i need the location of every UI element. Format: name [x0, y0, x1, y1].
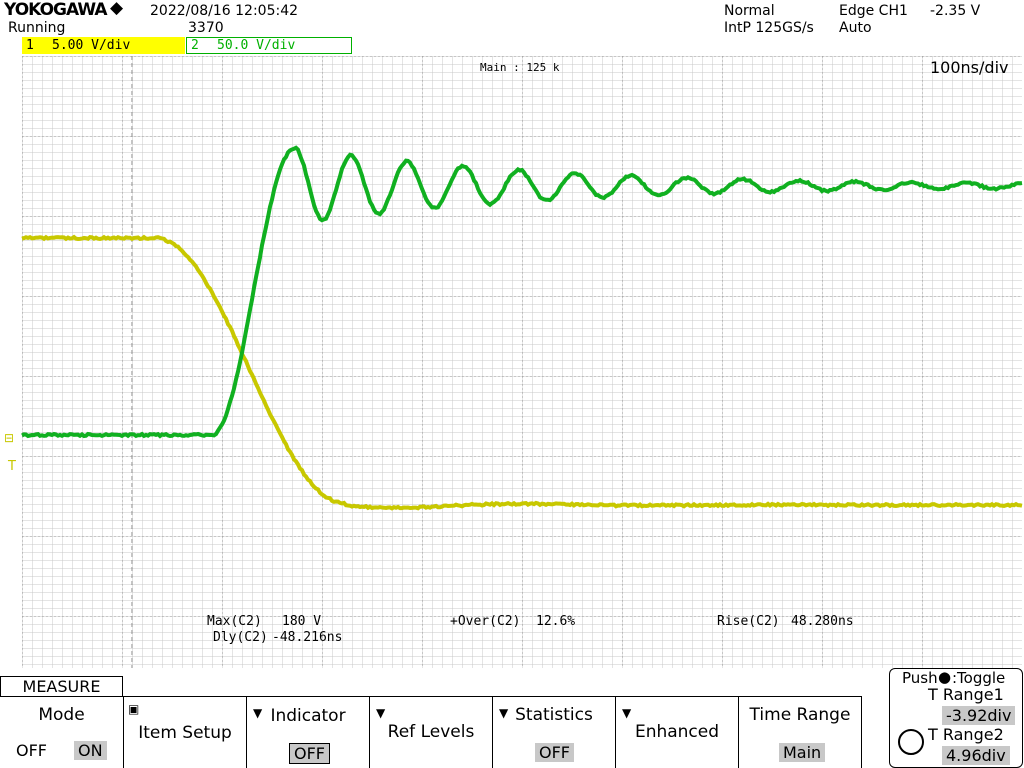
- button-label: Enhanced: [616, 722, 738, 742]
- statistics-button[interactable]: ▼ Statistics OFF: [492, 697, 615, 768]
- knob-icon: ●: [938, 669, 951, 685]
- ch-marker: ⊟: [4, 431, 14, 445]
- meas-value: 12.6%: [536, 614, 575, 630]
- menu-tab[interactable]: MEASURE: [0, 676, 123, 696]
- meas-value: 180 V: [282, 614, 321, 630]
- button-value: Main: [779, 743, 825, 762]
- meas-label: Dly(C2): [213, 630, 268, 646]
- icon: ▼: [622, 705, 631, 721]
- range1-value: -3.92div: [942, 706, 1015, 725]
- grid-major: [22, 56, 1022, 668]
- range-panel[interactable]: Push ● :Toggle T Range1 -3.92div T Range…: [889, 668, 1023, 768]
- panel-title: Push: [902, 670, 938, 686]
- meas-label: Max(C2): [207, 614, 262, 630]
- item-setup-button[interactable]: ▣ Item Setup: [123, 697, 246, 768]
- button-label: Statistics: [493, 705, 615, 725]
- button-value: OFF: [289, 743, 330, 764]
- time-range-button[interactable]: Time Range Main: [738, 697, 862, 768]
- icon: ▣: [128, 701, 139, 717]
- ref-levels-button[interactable]: ▼ Ref Levels: [369, 697, 492, 768]
- button-label: Indicator: [247, 706, 369, 726]
- button-value: OFF: [535, 743, 574, 762]
- button-label: Time Range: [739, 705, 861, 725]
- range2-label: T Range2: [928, 727, 1004, 743]
- option-on: ON: [74, 741, 107, 760]
- meas-label: Rise(C2): [717, 614, 780, 630]
- indicator-button[interactable]: ▼ Indicator OFF: [246, 697, 369, 768]
- zoom-info: Main : 125 k: [480, 60, 559, 76]
- knob: [898, 729, 924, 755]
- button-label: Ref Levels: [370, 722, 492, 742]
- meas-value: 48.280ns: [791, 614, 854, 630]
- meas-value: -48.216ns: [272, 630, 342, 646]
- panel-toggle: :Toggle: [952, 670, 1005, 686]
- button-label: Mode: [0, 705, 123, 725]
- icon: ▼: [376, 705, 385, 721]
- trigger-marker: T: [7, 459, 16, 474]
- mode-button[interactable]: Mode OFF ON: [0, 697, 123, 768]
- timebase: 100ns/div: [930, 60, 1008, 76]
- meas-label: +Over(C2): [450, 614, 520, 630]
- enhanced-button[interactable]: ▼ Enhanced: [615, 697, 738, 768]
- range2-value: 4.96div: [942, 746, 1010, 765]
- button-label: Item Setup: [124, 723, 246, 743]
- option-off: OFF: [16, 743, 47, 759]
- range1-label: T Range1: [928, 687, 1004, 703]
